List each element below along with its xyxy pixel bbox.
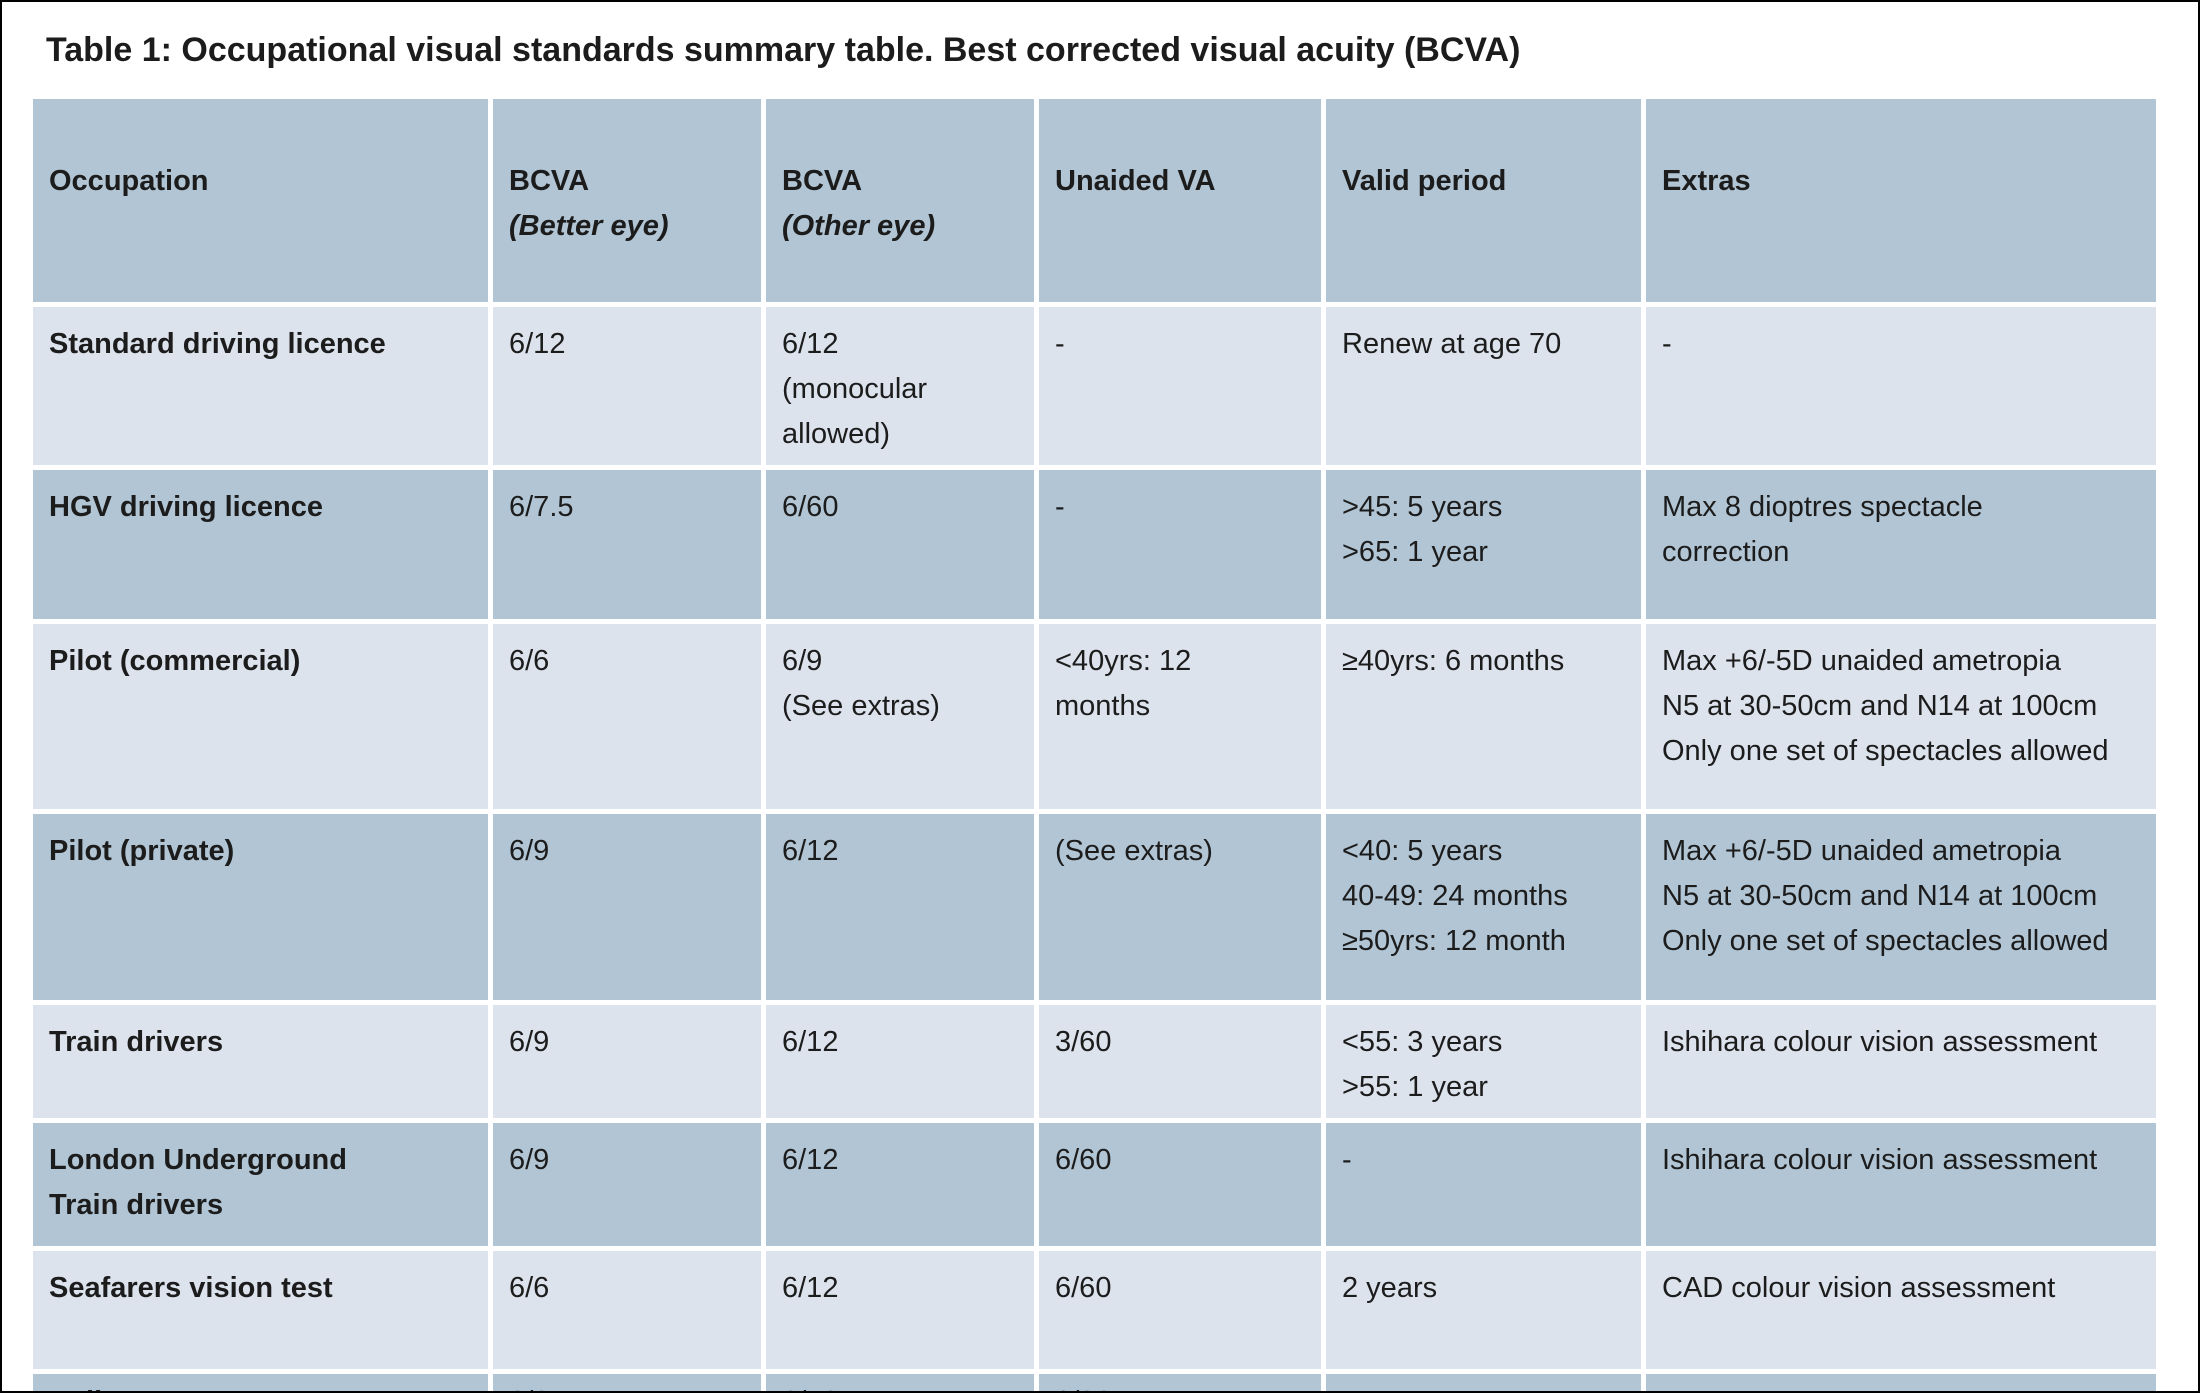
cell-occupation: Police [33, 1374, 488, 1391]
cell-extras: Max 8 dioptres spectacle correction [1646, 470, 2156, 619]
cell-extras: Ishihara colour vision assessment [1646, 1005, 2156, 1118]
cell-bcva-other-eye: 6/12 [766, 814, 1034, 1000]
cell-occupation: Train drivers [33, 1005, 488, 1118]
table-row-hgv-driving-licence: HGV driving licence 6/7.5 6/60 - >45: 5 … [33, 470, 2156, 619]
table-row-police: Police 6/6 6/12 6/36 - - [33, 1374, 2156, 1391]
cell-valid-period: Renew at age 70 [1326, 307, 1641, 465]
column-header-label: Occupation [49, 165, 209, 197]
cell-bcva-better-eye: 6/7.5 [493, 470, 761, 619]
cell-occupation: Pilot (commercial) [33, 624, 488, 809]
cell-unaided-va: <40yrs: 12 months [1039, 624, 1321, 809]
cell-occupation: HGV driving licence [33, 470, 488, 619]
cell-unaided-va: - [1039, 470, 1321, 619]
cell-bcva-better-eye: 6/12 [493, 307, 761, 465]
cell-bcva-other-eye: 6/12 [766, 1123, 1034, 1246]
table-row-pilot-commercial: Pilot (commercial) 6/6 6/9 (See extras) … [33, 624, 2156, 809]
table-title: Table 1: Occupational visual standards s… [46, 31, 1521, 69]
cell-bcva-other-eye: 6/12 (monocular allowed) [766, 307, 1034, 465]
cell-bcva-better-eye: 6/9 [493, 814, 761, 1000]
cell-unaided-va: 6/60 [1039, 1123, 1321, 1246]
table-row-seafarers-vision-test: Seafarers vision test 6/6 6/12 6/60 2 ye… [33, 1251, 2156, 1369]
column-header-occupation: Occupation [33, 99, 488, 302]
cell-extras: Max +6/-5D unaided ametropia N5 at 30-50… [1646, 814, 2156, 1000]
column-header-sub: (Other eye) [782, 210, 936, 242]
cell-valid-period: 2 years [1326, 1251, 1641, 1369]
column-header-unaided-va: Unaided VA [1039, 99, 1321, 302]
cell-bcva-better-eye: 6/6 [493, 1251, 761, 1369]
cell-valid-period: ≥40yrs: 6 months [1326, 624, 1641, 809]
column-header-valid-period: Valid period [1326, 99, 1641, 302]
cell-unaided-va: (See extras) [1039, 814, 1321, 1000]
cell-bcva-better-eye: 6/6 [493, 1374, 761, 1391]
cell-unaided-va: 6/36 [1039, 1374, 1321, 1391]
cell-valid-period: - [1326, 1374, 1641, 1391]
cell-extras: Max +6/-5D unaided ametropia N5 at 30-50… [1646, 624, 2156, 809]
cell-bcva-other-eye: 6/12 [766, 1251, 1034, 1369]
cell-extras: - [1646, 1374, 2156, 1391]
cell-extras: CAD colour vision assessment [1646, 1251, 2156, 1369]
cell-extras: - [1646, 307, 2156, 465]
cell-bcva-other-eye: 6/60 [766, 470, 1034, 619]
cell-unaided-va: 3/60 [1039, 1005, 1321, 1118]
column-header-bcva-better-eye: BCVA (Better eye) [493, 99, 761, 302]
cell-occupation: Seafarers vision test [33, 1251, 488, 1369]
cell-bcva-other-eye: 6/12 [766, 1005, 1034, 1118]
table-row-standard-driving-licence: Standard driving licence 6/12 6/12 (mono… [33, 307, 2156, 465]
column-header-label: Valid period [1342, 165, 1507, 197]
column-header-label: BCVA [782, 165, 863, 197]
table-row-pilot-private: Pilot (private) 6/9 6/12 (See extras) <4… [33, 814, 2156, 1000]
header-row: Occupation BCVA (Better eye) BCVA (Other… [33, 99, 2156, 302]
cell-valid-period: <40: 5 years 40-49: 24 months ≥50yrs: 12… [1326, 814, 1641, 1000]
cell-bcva-better-eye: 6/9 [493, 1123, 761, 1246]
table-row-london-underground-train-drivers: London Underground Train drivers 6/9 6/1… [33, 1123, 2156, 1246]
cell-occupation: London Underground Train drivers [33, 1123, 488, 1246]
cell-unaided-va: 6/60 [1039, 1251, 1321, 1369]
column-header-extras: Extras [1646, 99, 2156, 302]
cell-valid-period: <55: 3 years >55: 1 year [1326, 1005, 1641, 1118]
column-header-bcva-other-eye: BCVA (Other eye) [766, 99, 1034, 302]
cell-bcva-better-eye: 6/6 [493, 624, 761, 809]
cell-valid-period: - [1326, 1123, 1641, 1246]
cell-bcva-other-eye: 6/12 [766, 1374, 1034, 1391]
column-header-sub: (Better eye) [509, 210, 669, 242]
cell-occupation: Standard driving licence [33, 307, 488, 465]
visual-standards-table: Occupation BCVA (Better eye) BCVA (Other… [28, 94, 2161, 1391]
cell-bcva-better-eye: 6/9 [493, 1005, 761, 1118]
cell-valid-period: >45: 5 years >65: 1 year [1326, 470, 1641, 619]
cell-bcva-other-eye: 6/9 (See extras) [766, 624, 1034, 809]
column-header-label: BCVA [509, 165, 590, 197]
cell-unaided-va: - [1039, 307, 1321, 465]
cell-extras: Ishihara colour vision assessment [1646, 1123, 2156, 1246]
column-header-label: Extras [1662, 165, 1751, 197]
table-row-train-drivers: Train drivers 6/9 6/12 3/60 <55: 3 years… [33, 1005, 2156, 1118]
column-header-label: Unaided VA [1055, 165, 1216, 197]
cell-occupation: Pilot (private) [33, 814, 488, 1000]
